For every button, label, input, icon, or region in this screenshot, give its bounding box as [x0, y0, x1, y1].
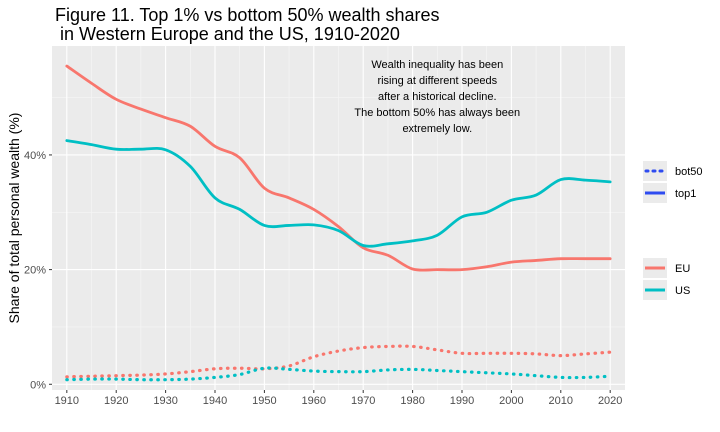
x-tick-label: 2010	[549, 395, 573, 407]
x-tick-label: 1940	[203, 395, 227, 407]
y-tick-label: 0%	[30, 379, 46, 391]
grid-lines	[52, 46, 625, 390]
legend-label-us: US	[675, 285, 690, 297]
legend-label-top1: top1	[675, 188, 696, 200]
annotation-line: The bottom 50% has always been	[354, 107, 520, 119]
x-tick-label: 1980	[400, 395, 424, 407]
axis-ticks: 1910 1920 1930 1940 1950 1960 1970 1980 1990 2000…	[24, 150, 622, 407]
x-tick-label: 1990	[450, 395, 474, 407]
legend-label-eu: EU	[675, 263, 690, 275]
x-tick-label: 1920	[104, 395, 128, 407]
x-tick-label: 2000	[499, 395, 523, 407]
x-tick-label: 1970	[351, 395, 375, 407]
y-axis-title: Share of total personal wealth (%)	[6, 113, 22, 324]
annotation-line: rising at different speeds	[377, 75, 497, 87]
x-tick-label: 2020	[598, 395, 622, 407]
legend-label-bot50: bot50	[675, 166, 703, 178]
annotation-line: Wealth inequality has been	[371, 59, 503, 71]
x-tick-label: 1930	[153, 395, 177, 407]
series-us-bot50	[65, 366, 612, 382]
annotation-line: after a historical decline.	[378, 91, 497, 103]
series-group	[65, 64, 612, 382]
legend-region: EU US	[643, 258, 690, 300]
annotation-line: extremely low.	[402, 123, 472, 135]
chart-title-line2: in Western Europe and the US, 1910-2020	[55, 24, 400, 44]
x-tick-label: 1910	[55, 395, 79, 407]
series-eu-bot50	[65, 344, 612, 379]
annotation: Wealth inequality has been rising at diff…	[354, 59, 520, 135]
series-us-top1	[65, 139, 612, 248]
x-tick-label: 1960	[302, 395, 326, 407]
y-tick-label: 20%	[24, 265, 46, 277]
series-eu-top1	[65, 64, 612, 272]
chart-title-line1: Figure 11. Top 1% vs bottom 50% wealth s…	[55, 5, 440, 25]
y-tick-label: 40%	[24, 150, 46, 162]
legend-linetype: bot50 top1	[643, 161, 703, 203]
x-tick-label: 1950	[252, 395, 276, 407]
